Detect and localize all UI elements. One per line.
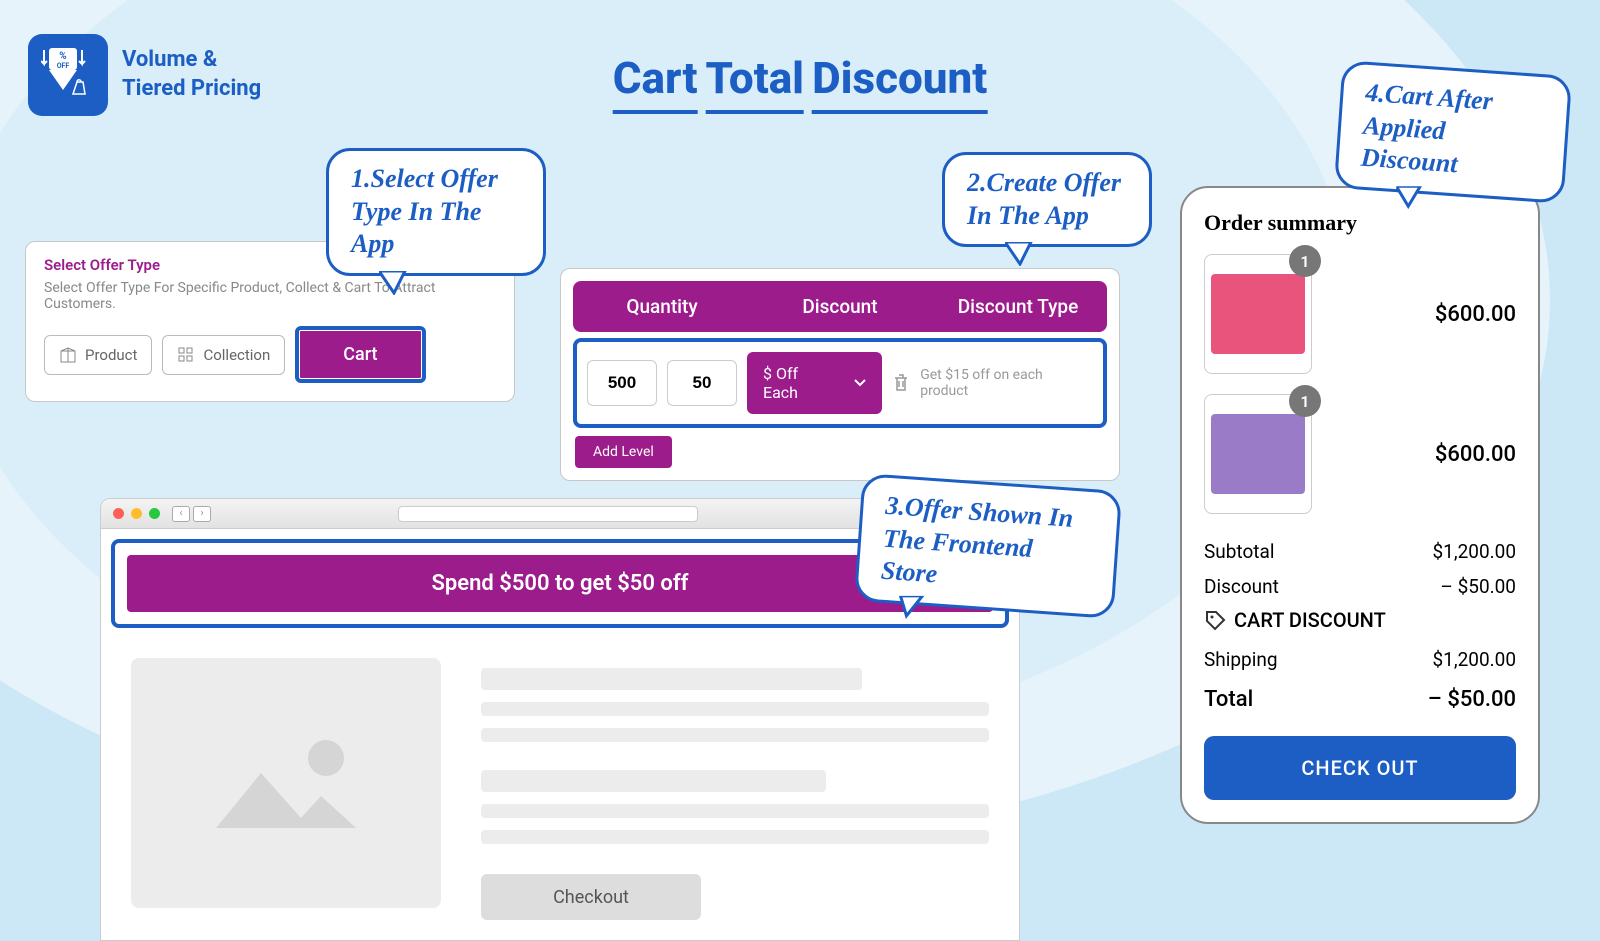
discount-type-select[interactable]: $ Off Each (747, 352, 882, 414)
item-thumb: 1 (1204, 254, 1312, 374)
item-thumb: 1 (1204, 394, 1312, 514)
product-button[interactable]: Product (44, 335, 152, 375)
max-dot[interactable] (149, 508, 160, 519)
page-title: CartTotalDiscount (609, 52, 992, 104)
box-icon (59, 346, 77, 364)
product-details-placeholder: Checkout (481, 658, 989, 920)
table-header: Quantity Discount Discount Type (573, 281, 1107, 332)
product-image-placeholder (131, 658, 441, 908)
discount-row: Discount– $50.00 (1204, 569, 1516, 604)
cart-button[interactable]: Cart (295, 326, 425, 383)
logo-text-1: Volume & (122, 46, 261, 75)
logo-icon: % OFF (28, 34, 108, 116)
discount-tag: CART DISCOUNT (1204, 604, 1516, 642)
summary-title: Order summary (1204, 210, 1516, 236)
offer-config-panel: Quantity Discount Discount Type $ Off Ea… (560, 268, 1120, 481)
item-price: $600.00 (1435, 442, 1516, 467)
svg-text:OFF: OFF (57, 62, 70, 70)
callout-4: 4.Cart After Applied Discount (1334, 60, 1572, 203)
collection-button[interactable]: Collection (162, 335, 285, 375)
discount-input[interactable] (667, 360, 737, 406)
min-dot[interactable] (131, 508, 142, 519)
close-dot[interactable] (113, 508, 124, 519)
qty-badge: 1 (1289, 385, 1321, 417)
app-logo: % OFF Volume & Tiered Pricing (28, 34, 261, 116)
svg-text:%: % (59, 51, 66, 62)
checkout-button-placeholder[interactable]: Checkout (481, 874, 701, 920)
add-level-button[interactable]: Add Level (575, 436, 672, 468)
chevron-down-icon (854, 379, 866, 387)
shipping-row: Shipping$1,200.00 (1204, 642, 1516, 677)
tier-row: $ Off Each Get $15 off on each product (573, 338, 1107, 428)
cart-item: 1 $600.00 (1204, 254, 1516, 374)
callout-3: 3.Offer Shown In The Frontend Store (854, 473, 1122, 618)
logo-text-2: Tiered Pricing (122, 75, 261, 104)
tag-icon (1204, 609, 1226, 631)
quantity-input[interactable] (587, 360, 657, 406)
callout-2: 2.Create Offer In The App (942, 152, 1152, 247)
checkout-button[interactable]: CHECK OUT (1204, 736, 1516, 800)
back-button[interactable]: ‹ (172, 506, 190, 522)
callout-1: 1.Select Offer Type In The App (326, 148, 546, 276)
address-bar[interactable] (398, 506, 698, 522)
grid-icon (177, 346, 195, 364)
trash-icon[interactable] (892, 373, 910, 393)
order-summary-panel: Order summary 1 $600.00 1 $600.00 Subtot… (1180, 186, 1540, 824)
cart-item: 1 $600.00 (1204, 394, 1516, 514)
fwd-button[interactable]: › (193, 506, 211, 522)
tier-hint: Get $15 off on each product (920, 367, 1093, 399)
total-row: Total– $50.00 (1204, 677, 1516, 722)
panel1-desc: Select Offer Type For Specific Product, … (44, 280, 496, 312)
item-price: $600.00 (1435, 302, 1516, 327)
qty-badge: 1 (1289, 245, 1321, 277)
subtotal-row: Subtotal$1,200.00 (1204, 534, 1516, 569)
